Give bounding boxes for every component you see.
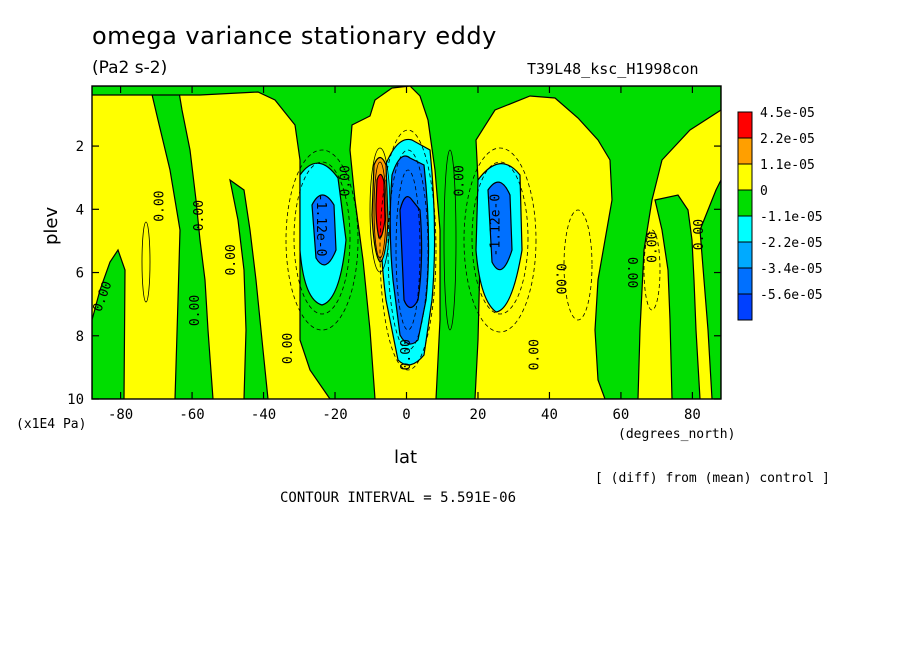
contour-interval: CONTOUR INTERVAL = 5.591E-06: [280, 490, 516, 506]
neg-region-east-column: [654, 194, 701, 399]
y-axis-units: (x1E4 Pa): [16, 417, 86, 432]
legend-swatch: [737, 111, 753, 139]
contour-label: 0.00: [553, 263, 568, 294]
solid-contour: [443, 149, 457, 331]
diff-note: [ (diff) from (mean) control ]: [595, 471, 830, 486]
chart-units: (Pa2 s-2): [92, 58, 168, 78]
x-tick-label: 60: [613, 407, 630, 423]
neg-core-eq-deep: [399, 196, 423, 309]
contour-label: 0.00: [281, 333, 296, 364]
pos-cell-red: [375, 173, 386, 239]
solid-contour: [373, 161, 387, 259]
solid-contour: [141, 221, 151, 303]
dashed-contour: [285, 149, 359, 331]
contour-label: 0.00: [646, 232, 661, 263]
y-tick-label: 8: [76, 329, 84, 345]
x-axis-title: lat: [394, 447, 417, 468]
contour-label: 0.00: [188, 295, 203, 326]
solid-contour: [369, 147, 391, 273]
neg-region-west-edge: [92, 248, 126, 399]
x-tick-label: -80: [108, 407, 133, 423]
x-tick-label: 20: [470, 407, 487, 423]
legend-label: -5.6e-05: [760, 288, 823, 303]
dashed-contour: [643, 229, 661, 311]
contour-label: 0.00: [453, 165, 468, 196]
neg-region-west-narrow: [229, 178, 269, 399]
contour-label: 0.00: [338, 165, 353, 196]
dashed-contour: [395, 169, 421, 331]
legend-swatch: [737, 267, 753, 295]
y-axis-title: plev: [41, 206, 62, 245]
contour-label: 0.00: [528, 339, 543, 370]
legend-swatch: [737, 163, 753, 191]
legend-swatch: [737, 137, 753, 165]
neg-core-sh-blue: [311, 194, 337, 266]
neg-region-east-edge: [699, 179, 721, 399]
dashed-contour: [563, 209, 593, 321]
legend-swatch: [737, 241, 753, 269]
legend-label: -3.4e-05: [760, 262, 823, 277]
legend-swatch: [737, 215, 753, 243]
color-legend: 4.5e-05 2.2e-05 1.1e-05 0 -1.1e-05 -2.2e-05 -3…: [737, 106, 823, 321]
legend-swatch: [737, 189, 753, 217]
dashed-contour: [379, 129, 437, 371]
legend-label: 4.5e-05: [760, 106, 815, 121]
y-tick-label: 10: [67, 392, 84, 408]
contour-label: 0.00: [192, 200, 207, 231]
legend-label: 1.1e-05: [760, 158, 815, 173]
neg-region-west-column: [149, 86, 214, 399]
x-tick-label: 40: [541, 407, 558, 423]
x-axis-units: (degrees_north): [618, 427, 735, 442]
dashed-contour: [387, 149, 429, 351]
y-tick-label: 2: [76, 139, 84, 155]
legend-label: -1.1e-05: [760, 210, 823, 225]
neg-core-nh-blue: [487, 181, 513, 271]
contour-label: 0.00: [624, 257, 639, 288]
legend-swatch: [737, 293, 753, 321]
x-axis: -80 -60 -40 -20 0 20 40 60 80: [108, 86, 701, 423]
contour-label: 0.00: [399, 339, 414, 370]
legend-label: 2.2e-05: [760, 132, 815, 147]
x-tick-label: 0: [402, 407, 410, 423]
dashed-contour: [463, 147, 537, 333]
chart-title: omega variance stationary eddy: [92, 22, 497, 50]
x-tick-label: 80: [684, 407, 701, 423]
legend-label: -2.2e-05: [760, 236, 823, 251]
contour-label: -1.12e-0: [313, 194, 328, 257]
contour-label: -1.12e-0: [488, 194, 503, 257]
x-tick-label: -60: [179, 407, 204, 423]
x-tick-label: -40: [251, 407, 276, 423]
neg-region-central: [92, 86, 721, 399]
y-axis: 2 4 6 8 10: [67, 139, 721, 408]
x-tick-label: -20: [322, 407, 347, 423]
y-tick-label: 4: [76, 202, 84, 218]
legend-label: 0: [760, 184, 768, 199]
dashed-contour: [471, 161, 529, 315]
contour-label: 0.00: [152, 190, 167, 221]
contour-label: 0.00: [692, 219, 707, 250]
contour-label: 0.00: [224, 244, 239, 275]
run-id: T39L48_ksc_H1998con: [527, 60, 699, 78]
y-tick-label: 6: [76, 266, 84, 282]
dashed-contour: [293, 161, 351, 315]
